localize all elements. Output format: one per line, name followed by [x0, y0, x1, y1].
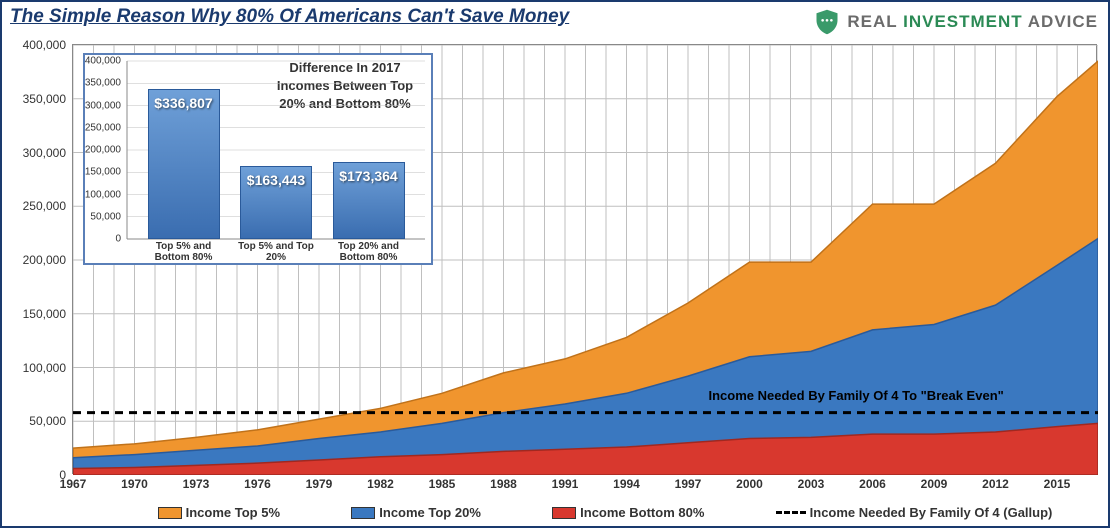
x-tick-label: 1967	[60, 477, 87, 491]
legend-label: Income Needed By Family Of 4 (Gallup)	[810, 505, 1053, 520]
y-tick-label: 150,000	[6, 307, 66, 321]
inset-y-tick: 400,000	[81, 56, 121, 67]
break-even-annotation: Income Needed By Family Of 4 To "Break E…	[709, 388, 1004, 403]
x-tick-label: 1976	[244, 477, 271, 491]
inset-bar-label: Top 20% and Bottom 80%	[324, 241, 414, 263]
x-tick-label: 1982	[367, 477, 394, 491]
inset-y-tick: 200,000	[81, 145, 121, 156]
x-tick-label: 1985	[429, 477, 456, 491]
inset-y-tick: 100,000	[81, 189, 121, 200]
legend: Income Top 5% Income Top 20% Income Bottom…	[122, 505, 1088, 520]
x-tick-label: 2003	[798, 477, 825, 491]
chart-container: The Simple Reason Why 80% Of Americans C…	[0, 0, 1110, 528]
x-tick-label: 1988	[490, 477, 517, 491]
brand-logo: REAL INVESTMENT ADVICE	[813, 8, 1098, 36]
inset-bar-value: $336,807	[143, 95, 225, 111]
y-tick-label: 0	[6, 468, 66, 482]
x-tick-label: 2009	[921, 477, 948, 491]
x-tick-label: 1973	[183, 477, 210, 491]
x-tick-label: 1970	[121, 477, 148, 491]
y-tick-label: 300,000	[6, 146, 66, 160]
legend-item: Income Top 20%	[351, 505, 481, 520]
inset-y-tick: 50,000	[81, 211, 121, 222]
inset-y-tick: 300,000	[81, 100, 121, 111]
inset-bar	[148, 89, 220, 239]
x-tick-label: 1997	[675, 477, 702, 491]
inset-y-tick: 350,000	[81, 78, 121, 89]
y-tick-label: 50,000	[6, 414, 66, 428]
y-tick-label: 350,000	[6, 92, 66, 106]
legend-item: Income Needed By Family Of 4 (Gallup)	[776, 505, 1053, 520]
inset-y-tick: 150,000	[81, 167, 121, 178]
inset-y-tick: 250,000	[81, 122, 121, 133]
legend-swatch	[552, 507, 576, 519]
legend-item: Income Top 5%	[158, 505, 280, 520]
x-tick-label: 2000	[736, 477, 763, 491]
legend-item: Income Bottom 80%	[552, 505, 704, 520]
legend-label: Income Top 20%	[379, 505, 481, 520]
legend-label: Income Bottom 80%	[580, 505, 704, 520]
main-plot-area: Income Needed By Family Of 4 To "Break E…	[72, 44, 1097, 474]
x-tick-label: 1991	[552, 477, 579, 491]
x-tick-label: 2015	[1044, 477, 1071, 491]
y-tick-label: 400,000	[6, 38, 66, 52]
y-tick-label: 100,000	[6, 361, 66, 375]
inset-bar-value: $163,443	[235, 172, 317, 188]
inset-bar-label: Top 5% and Bottom 80%	[139, 241, 229, 263]
shield-icon	[813, 8, 841, 36]
legend-dash	[776, 511, 806, 514]
chart-title: The Simple Reason Why 80% Of Americans C…	[10, 6, 569, 28]
x-tick-label: 1979	[306, 477, 333, 491]
inset-bar-value: $173,364	[328, 168, 410, 184]
x-tick-label: 2006	[859, 477, 886, 491]
y-tick-label: 250,000	[6, 199, 66, 213]
y-tick-label: 200,000	[6, 253, 66, 267]
inset-bar-label: Top 5% and Top 20%	[231, 241, 321, 263]
x-tick-label: 2012	[982, 477, 1009, 491]
brand-text: REAL INVESTMENT ADVICE	[847, 12, 1098, 32]
inset-chart: Difference In 2017 Incomes Between Top 2…	[83, 53, 433, 265]
legend-label: Income Top 5%	[186, 505, 280, 520]
inset-y-tick: 0	[81, 234, 121, 245]
legend-swatch	[158, 507, 182, 519]
x-tick-label: 1994	[613, 477, 640, 491]
legend-swatch	[351, 507, 375, 519]
